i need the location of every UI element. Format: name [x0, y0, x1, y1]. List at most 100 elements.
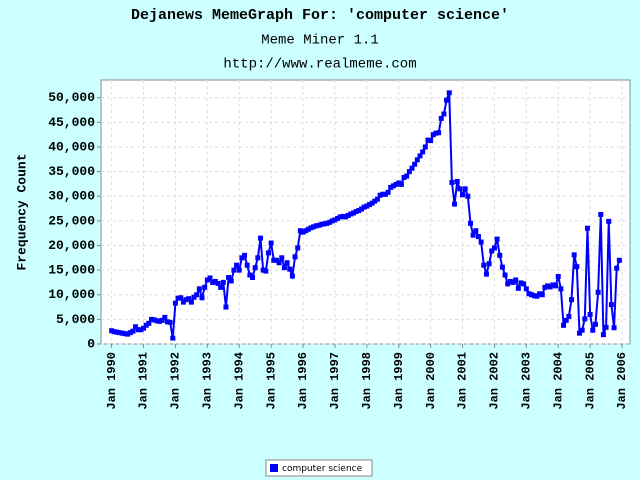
legend-swatch [270, 464, 278, 472]
y-tick-label: 40,000 [48, 139, 95, 154]
data-point [117, 330, 123, 336]
data-point [308, 225, 314, 231]
data-point [460, 192, 466, 198]
data-point [542, 284, 548, 290]
data-point [454, 178, 460, 184]
data-point [300, 229, 306, 235]
data-point [236, 267, 242, 273]
data-point [441, 111, 447, 117]
chart-subtitle: Meme Miner 1.1 [261, 33, 379, 49]
data-point [396, 180, 402, 186]
data-point [539, 292, 545, 298]
x-tick-label: Jan 1994 [232, 352, 246, 410]
data-point [595, 289, 601, 295]
data-point [319, 221, 325, 227]
data-point [553, 283, 559, 289]
data-point [563, 317, 569, 323]
data-point [239, 255, 245, 261]
data-point [452, 201, 458, 207]
data-point [257, 235, 263, 241]
data-point [172, 300, 178, 306]
data-point [521, 281, 527, 287]
data-point [204, 277, 210, 283]
data-point [523, 286, 529, 292]
data-point [186, 296, 192, 302]
data-point [561, 322, 567, 328]
legend [265, 459, 373, 477]
data-point [130, 328, 136, 334]
x-tick-label: Jan 2001 [456, 352, 470, 410]
data-point [606, 218, 612, 224]
data-point [414, 157, 420, 163]
data-point [167, 319, 173, 325]
data-point [385, 189, 391, 195]
data-point [412, 161, 418, 167]
data-point [486, 261, 492, 267]
data-point [614, 265, 620, 271]
data-point [287, 266, 293, 272]
data-point [574, 264, 580, 270]
data-point [499, 264, 505, 270]
data-point [502, 272, 508, 278]
data-point [289, 273, 295, 279]
data-point [321, 221, 327, 227]
data-point [489, 248, 495, 254]
data-point [180, 299, 186, 305]
data-point [170, 335, 176, 341]
data-point [324, 220, 330, 226]
data-point [111, 329, 117, 335]
data-point [401, 175, 407, 181]
data-point [316, 222, 322, 228]
data-point [558, 286, 564, 292]
data-point [215, 280, 221, 286]
data-point [569, 297, 575, 303]
data-point [191, 294, 197, 300]
data-point [135, 327, 141, 333]
data-point [529, 292, 535, 298]
data-point [231, 267, 237, 273]
data-point [433, 130, 439, 136]
data-point [194, 292, 200, 298]
data-point [566, 313, 572, 319]
data-point [141, 325, 147, 331]
data-point [374, 196, 380, 202]
data-point [369, 200, 375, 206]
y-tick-label: 35,000 [48, 164, 95, 179]
x-tick-label: Jan 1999 [392, 352, 406, 410]
chart-title: Dejanews MemeGraph For: 'computer scienc… [131, 7, 509, 24]
data-point [598, 211, 604, 217]
x-tick-label: Jan 1992 [169, 352, 183, 410]
y-tick-label: 50,000 [48, 90, 95, 105]
data-point [109, 328, 115, 334]
data-point [534, 293, 540, 299]
x-tick-label: Jan 1991 [137, 352, 151, 410]
data-point [449, 179, 455, 185]
data-point [353, 209, 359, 215]
data-point [608, 302, 614, 308]
data-point [526, 291, 532, 297]
data-point [366, 202, 372, 208]
data-point [592, 321, 598, 327]
data-point [305, 226, 311, 232]
x-tick-label: Jan 1990 [105, 352, 119, 410]
x-tick-label: Jan 1997 [328, 352, 342, 410]
data-point [351, 210, 357, 216]
x-tick-label: Jan 2005 [583, 352, 597, 410]
data-point [202, 284, 208, 290]
data-point [428, 138, 434, 144]
data-point [531, 293, 537, 299]
y-tick-label: 15,000 [48, 263, 95, 278]
data-point [210, 279, 216, 285]
data-point [327, 219, 333, 225]
data-point [603, 324, 609, 330]
data-point [281, 265, 287, 271]
legend-label: computer science [282, 464, 363, 474]
data-point [114, 329, 120, 335]
x-tick-label: Jan 1998 [360, 352, 374, 410]
data-point [356, 208, 362, 214]
data-point [438, 115, 444, 121]
data-point [390, 183, 396, 189]
data-point [462, 186, 468, 192]
data-point [337, 214, 343, 220]
data-point [590, 327, 596, 333]
